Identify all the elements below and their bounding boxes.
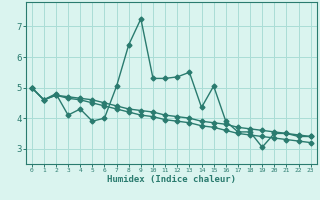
X-axis label: Humidex (Indice chaleur): Humidex (Indice chaleur) xyxy=(107,175,236,184)
